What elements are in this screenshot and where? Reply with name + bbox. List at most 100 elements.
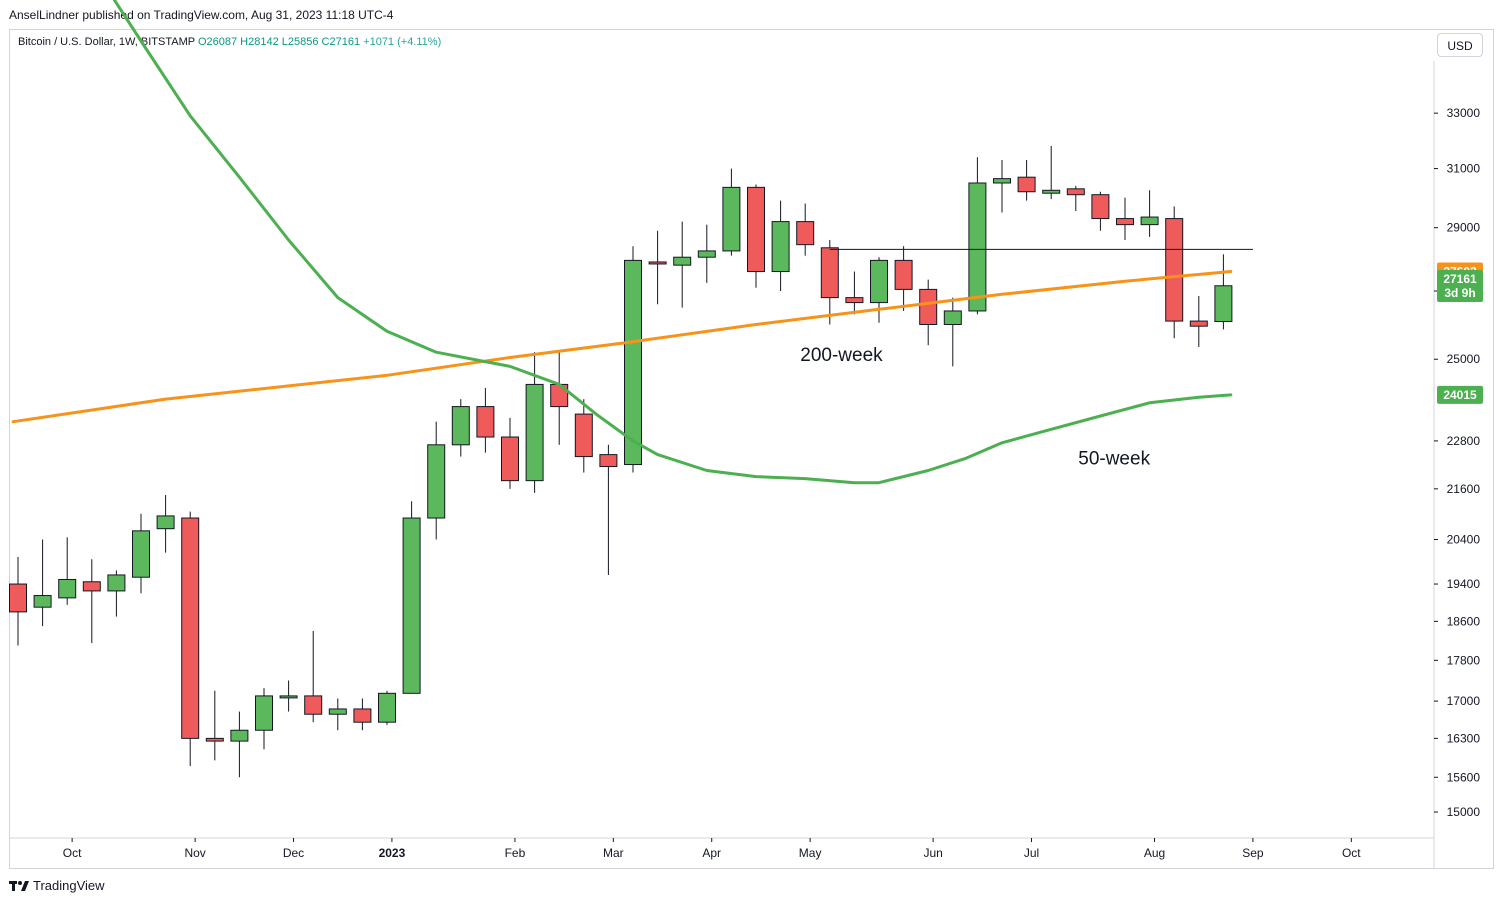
candle-body — [1066, 188, 1085, 196]
candle-body — [697, 250, 716, 258]
candle-body — [1140, 216, 1159, 226]
candle — [181, 511, 200, 766]
candle — [476, 388, 495, 453]
candle — [845, 271, 864, 315]
candle — [1116, 197, 1134, 241]
candle — [205, 690, 224, 761]
time-tick-label: Aug — [1144, 846, 1165, 860]
candle — [82, 559, 101, 644]
candle-body — [943, 310, 962, 325]
candle-body — [451, 406, 470, 446]
candle-body — [747, 186, 765, 273]
price-tick-label: 22800 — [1447, 434, 1481, 448]
time-tick-label: Oct — [1342, 846, 1361, 860]
candle — [993, 160, 1011, 213]
ma-200-week-line — [11, 270, 1233, 424]
candle — [771, 200, 790, 292]
candle — [156, 495, 175, 553]
candle-body — [796, 221, 815, 246]
candle — [574, 399, 593, 473]
candle-body — [919, 288, 938, 325]
ma-50-week-line — [112, 0, 1233, 485]
time-tick-label: May — [799, 846, 822, 860]
candle — [796, 203, 815, 256]
candle-body — [181, 517, 200, 739]
price-tag-countdown: 3d 9h — [1444, 286, 1475, 300]
time-tick-label: 2023 — [379, 846, 406, 860]
candle — [304, 630, 323, 723]
candle-body — [402, 517, 421, 694]
time-tick-label: Oct — [63, 846, 82, 860]
candle — [1042, 145, 1061, 200]
price-tag-bg — [1437, 385, 1483, 404]
candle — [353, 698, 372, 731]
candle-body — [107, 574, 126, 592]
price-tick-label: 15600 — [1447, 770, 1481, 784]
price-tick-label: 29000 — [1447, 221, 1481, 235]
candle — [1189, 295, 1208, 347]
candle-body — [574, 413, 593, 458]
candle-body — [771, 221, 790, 273]
candle-body — [525, 383, 544, 482]
legend-open: O26087 — [197, 36, 238, 48]
candle-body — [894, 259, 913, 290]
candle-body — [1091, 194, 1110, 220]
annotation-50-week: 50-week — [1078, 449, 1150, 470]
price-tick-label: 17000 — [1447, 694, 1481, 708]
candle — [1017, 160, 1036, 201]
legend-high: H28142 — [240, 36, 279, 48]
candle — [107, 570, 126, 617]
candle — [1140, 190, 1159, 237]
candle — [402, 501, 421, 694]
candle — [697, 224, 716, 283]
candle-body — [501, 436, 519, 482]
time-tick-label: Mar — [603, 846, 624, 860]
candle — [722, 168, 741, 256]
time-tick-label: Sep — [1242, 846, 1264, 860]
candle — [1214, 254, 1233, 330]
candle-body — [1116, 218, 1134, 226]
candle-body — [673, 256, 692, 266]
candle — [1066, 185, 1085, 212]
candle-body — [353, 708, 372, 723]
legend-low: L25856 — [281, 36, 319, 48]
candle — [1091, 191, 1110, 231]
candle-body — [648, 261, 667, 265]
candle — [427, 421, 446, 540]
candle-body — [156, 515, 175, 530]
candle-body — [476, 406, 495, 438]
candle — [870, 257, 888, 323]
candle-body — [993, 178, 1011, 184]
price-tick-label: 20400 — [1447, 532, 1481, 546]
price-tag-label: 27161 — [1443, 272, 1477, 286]
price-tick-label: 15000 — [1447, 805, 1481, 819]
price-tick-label: 17800 — [1447, 653, 1481, 667]
candle — [599, 444, 618, 575]
time-tick-label: Apr — [702, 846, 721, 860]
time-tick-label: Feb — [505, 846, 526, 860]
candle — [919, 279, 938, 346]
footer-brand: TradingView — [9, 878, 105, 893]
candle — [58, 537, 77, 605]
candle — [9, 557, 27, 646]
candle — [550, 352, 569, 445]
price-tag-label: 24015 — [1443, 388, 1477, 402]
candle — [624, 246, 642, 473]
candle-body — [82, 581, 101, 592]
candle — [968, 157, 987, 315]
time-tick-label: Jun — [923, 846, 942, 860]
candle — [451, 399, 470, 457]
candle — [943, 297, 962, 367]
candle-body — [9, 583, 27, 613]
footer-label: TradingView — [33, 878, 105, 893]
candle-body — [33, 595, 52, 608]
time-tick-label: Dec — [283, 846, 304, 860]
candle — [255, 688, 273, 750]
currency-button[interactable]: USD — [1437, 33, 1483, 57]
candle-body — [304, 695, 323, 715]
candle — [747, 184, 765, 288]
candle — [279, 680, 298, 712]
candle — [501, 417, 519, 489]
candle — [1165, 206, 1184, 339]
